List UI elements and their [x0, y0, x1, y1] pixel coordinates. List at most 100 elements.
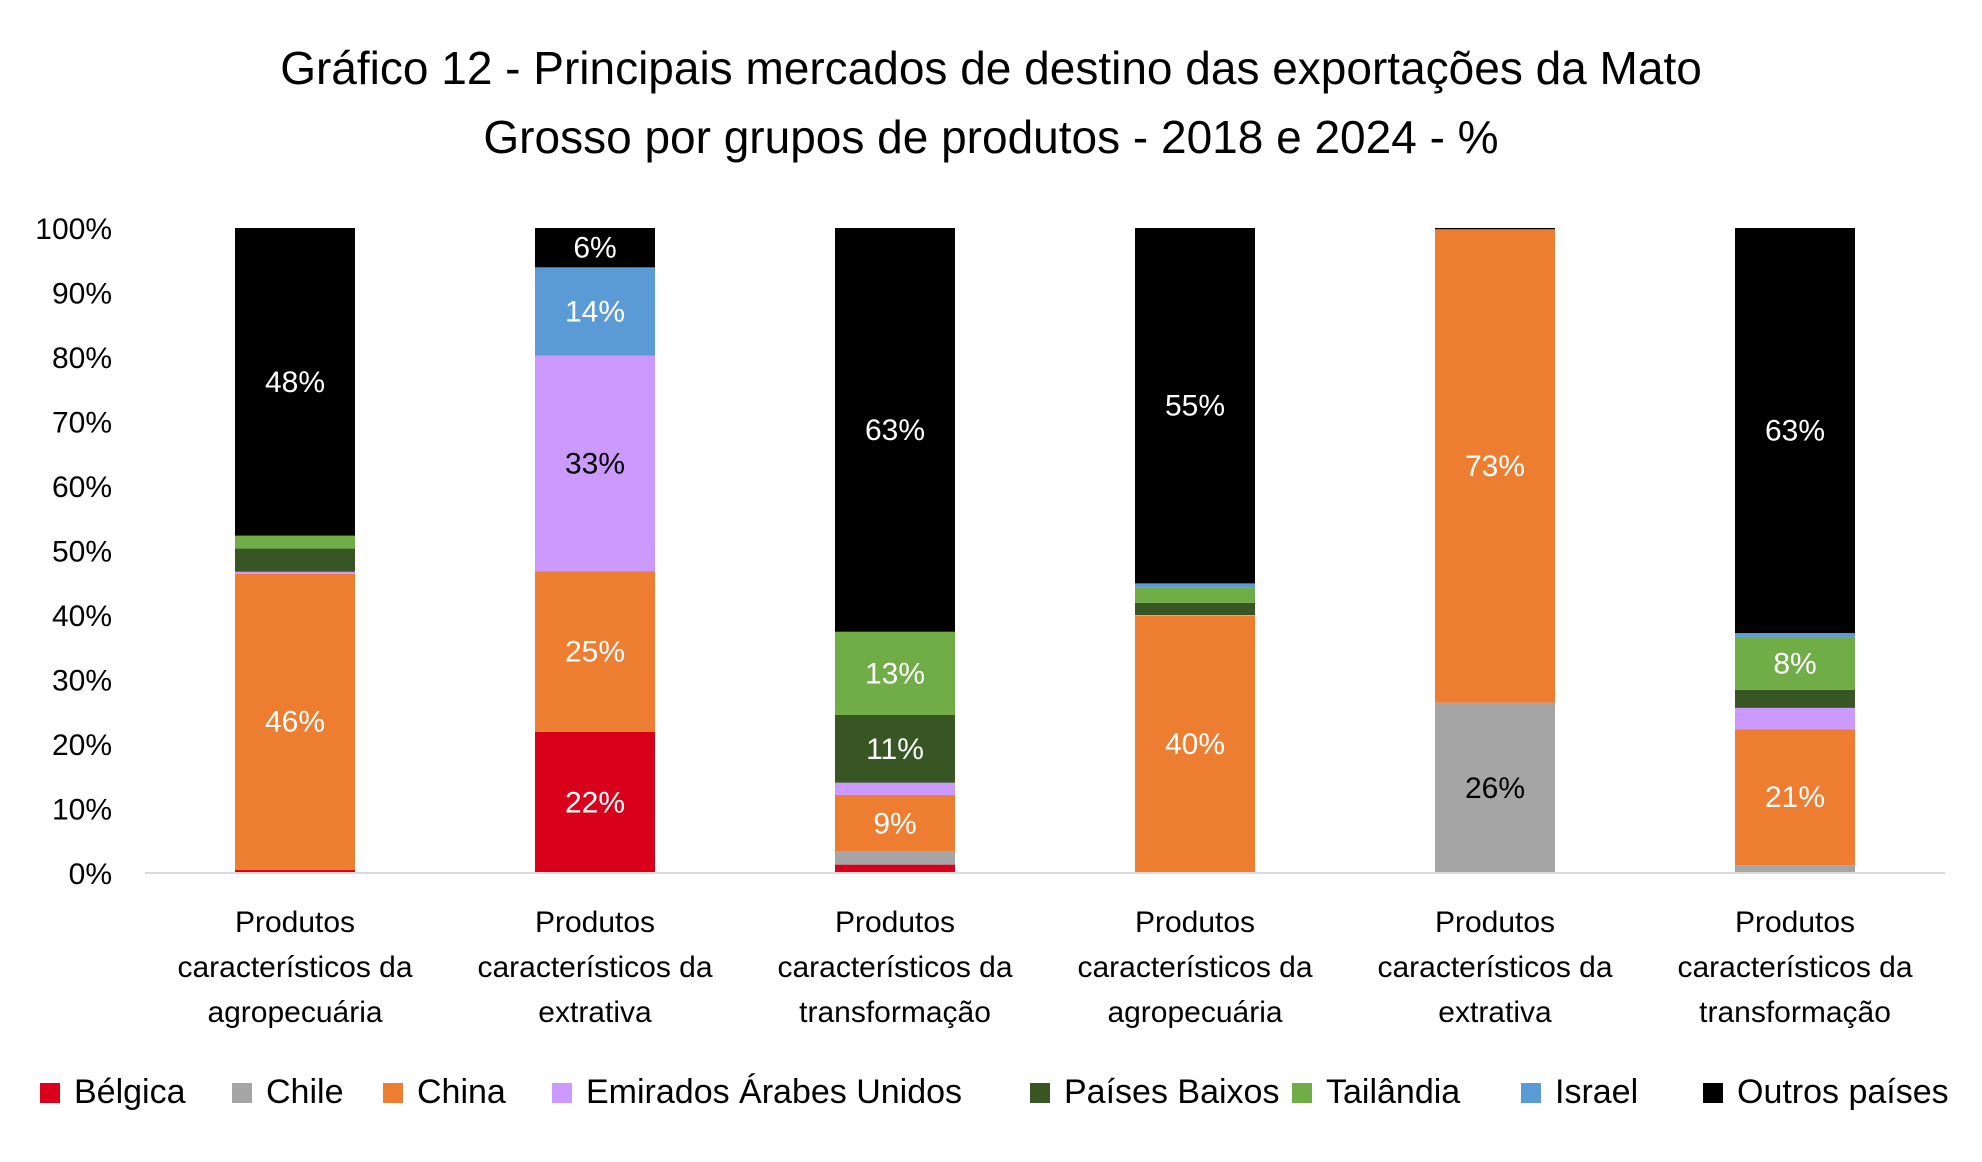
legend-swatch [1292, 1083, 1312, 1103]
data-label: 63% [865, 414, 925, 447]
data-label: 21% [1765, 781, 1825, 814]
bar-segment [235, 571, 355, 574]
bar-segment [835, 864, 955, 873]
data-label: 22% [565, 786, 625, 819]
x-category-label: Produtos [1735, 906, 1855, 939]
x-category-label: característicos da [477, 951, 712, 984]
x-category-label: característicos da [177, 951, 412, 984]
legend-entry-label: Tailândia [1326, 1073, 1460, 1111]
y-tick-label: 50% [52, 536, 112, 569]
data-label: 6% [573, 232, 616, 265]
legend-swatch [383, 1083, 403, 1103]
data-label: 55% [1165, 390, 1225, 423]
chart-title-line-2: Grosso por grupos de produtos - 2018 e 2… [483, 111, 1498, 163]
x-category-label: transformação [799, 996, 991, 1029]
x-axis-labels: Produtos característicos da agropecuária Pr… [177, 906, 1912, 1029]
bar-segment [1735, 689, 1855, 708]
legend-entry-label: Bélgica [74, 1073, 186, 1111]
y-tick-label: 10% [52, 794, 112, 827]
legend-swatch [232, 1083, 252, 1103]
x-category-label: Produtos [1435, 906, 1555, 939]
legend-entry-label: Outros países [1737, 1073, 1949, 1111]
data-label: 9% [873, 807, 916, 840]
x-category-label: extrativa [1438, 996, 1552, 1029]
bar-segment [1435, 229, 1555, 703]
x-category-label: transformação [1699, 996, 1891, 1029]
legend-swatch [1521, 1083, 1541, 1103]
y-tick-label: 40% [52, 600, 112, 633]
bar-segment [835, 631, 955, 715]
bar-segment [1735, 707, 1855, 730]
x-category-label: agropecuária [207, 996, 382, 1029]
x-category-label: agropecuária [1107, 996, 1282, 1029]
x-category-label: Produtos [835, 906, 955, 939]
data-labels-layer: 46% 48% 22% 25% 33% 14% 6% 9% 11% 13% 63% 40% 55% 26%… [265, 232, 1825, 841]
bar-segment [535, 571, 655, 732]
y-tick-label: 100% [35, 213, 112, 246]
chart-title-line-1: Gráfico 12 - Principais mercados de dest… [280, 42, 1702, 94]
y-tick-label: 0% [69, 858, 112, 891]
bar-segment [1735, 228, 1855, 634]
bar-segment [1735, 865, 1855, 873]
x-category-label: característicos da [1377, 951, 1612, 984]
bar-segment [535, 355, 655, 572]
bar-segment [1135, 228, 1255, 584]
legend-entry-label: China [417, 1073, 506, 1111]
data-label: 8% [1773, 647, 1816, 680]
legend-swatch [1030, 1083, 1050, 1103]
data-label: 46% [265, 706, 325, 739]
bar-segment [835, 851, 955, 865]
x-category-label: característicos da [1077, 951, 1312, 984]
y-tick-label: 20% [52, 729, 112, 762]
bar-segment [835, 714, 955, 783]
bar-segment [1135, 587, 1255, 603]
x-category-label: característicos da [777, 951, 1012, 984]
legend-entry-label: Países Baixos [1064, 1073, 1279, 1111]
data-label: 25% [565, 635, 625, 668]
bar-segment [1135, 615, 1255, 873]
bar-segment [235, 869, 355, 873]
y-tick-label: 70% [52, 407, 112, 440]
bar-segment [235, 228, 355, 536]
x-category-label: Produtos [1135, 906, 1255, 939]
y-tick-label: 60% [52, 471, 112, 504]
x-category-label: Produtos [535, 906, 655, 939]
bars-layer [235, 228, 1855, 873]
bar-segment [1435, 702, 1555, 873]
y-axis: 0% 10% 20% 30% 40% 50% 60% 70% 80% 90% 100% [35, 213, 112, 891]
bar-segment [1735, 633, 1855, 637]
data-label: 13% [865, 657, 925, 690]
bar-segment [535, 228, 655, 268]
legend-entry-label: Chile [266, 1073, 343, 1111]
bar-segment [235, 548, 355, 572]
x-category-label: extrativa [538, 996, 652, 1029]
data-label: 40% [1165, 728, 1225, 761]
legend-entry-label: Emirados Árabes Unidos [586, 1073, 962, 1111]
data-label: 33% [565, 447, 625, 480]
bar-segment [1135, 583, 1255, 588]
bar-segment [1135, 615, 1255, 616]
data-label: 26% [1465, 772, 1525, 805]
data-label: 63% [1765, 414, 1825, 447]
legend-swatch [40, 1083, 60, 1103]
data-label: 48% [265, 366, 325, 399]
bar-segment [235, 535, 355, 549]
bar-segment [235, 573, 355, 870]
data-label: 73% [1465, 450, 1525, 483]
y-tick-label: 90% [52, 278, 112, 311]
bar-segment [1735, 636, 1855, 690]
x-category-label: Produtos [235, 906, 355, 939]
legend-swatch [552, 1083, 572, 1103]
bar-segment [1735, 729, 1855, 866]
data-label: 11% [866, 733, 924, 766]
bar-segment [535, 731, 655, 873]
bar-segment [835, 782, 955, 795]
data-label: 14% [565, 295, 625, 328]
bar-segment [835, 794, 955, 852]
legend-swatch [1703, 1083, 1723, 1103]
bar-segment [1435, 228, 1555, 230]
y-tick-label: 80% [52, 342, 112, 375]
legend: Bélgica Chile China Emirados Árabes Unidos P… [40, 1073, 1949, 1111]
